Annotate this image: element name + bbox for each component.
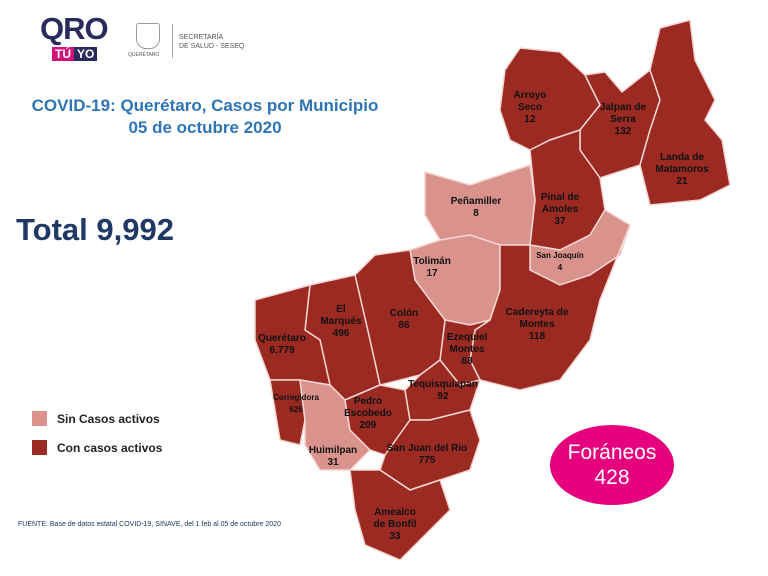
municipality-label: El Marqués 496 [320,304,361,340]
municipality-label: Landa de Matamoros 21 [655,152,708,188]
municipality-name: San Juan del Rio [386,443,468,454]
logo-yo: YO [74,47,98,61]
municipality-name: Cadereyta de [505,307,569,318]
case-count: 209 [359,420,377,431]
case-count: 775 [418,455,436,466]
case-count: 33 [389,531,401,542]
foraneos-value: 428 [594,466,630,489]
municipality-label: Ezequiel Montes 88 [447,332,488,368]
title-date: 05 de octubre 2020 [128,118,282,137]
legend-active: Con casos activos [32,440,162,455]
municipality-name: Serra [610,114,636,125]
municipality-name: El [336,304,346,315]
municipality-name: Ezequiel [446,332,488,343]
municipality-label: Colón 86 [390,308,418,332]
case-count: 626 [289,405,303,414]
legend-no-active: Sin Casos activos [32,411,160,426]
seal-text: QUERÉTARO [128,52,160,58]
municipality-name: Jalpan de [599,102,647,113]
municipality-label: Amealco de Bonfil 33 [374,507,417,543]
legend-swatch-light [32,411,47,426]
case-count: 6,779 [269,345,295,356]
case-count: 496 [332,328,350,339]
municipality-label: Cadereyta de Montes 118 [506,307,569,343]
case-count: 31 [327,457,339,468]
municipality-label: Arroyo Seco 12 [514,90,547,126]
municipality-name: Peñamiller [450,196,502,207]
case-count: 132 [614,126,632,137]
legend-label: Con casos activos [57,440,163,455]
municipality-label: Peñamiller 8 [451,196,502,220]
municipality-name: Huimilpan [308,445,358,456]
case-count: 21 [676,176,688,187]
municipality-name: Arroyo [513,90,547,101]
municipality-name: Marqués [320,316,362,327]
municipality-amealco-de-bonfil [349,469,451,561]
case-count: 12 [524,114,536,125]
tu-yo-logo: TÚ YO [52,46,98,62]
ministry-line2: DE SALUD - SESEQ [179,43,245,50]
municipality-name: Corregidora [273,393,319,402]
municipality-label: San Juan del Rio 775 [387,443,468,467]
title-line1: COVID-19: Querétaro, Casos por Municipio [31,96,379,115]
municipality-name: San Joaquín [536,251,584,260]
municipality-name: de Bonfil [373,519,417,530]
municipality-label: Pinal de Amoles 37 [541,192,579,228]
municipality-label: Querétaro 6,779 [258,333,306,357]
state-seal-icon [136,23,160,49]
municipality-name: Montes [449,344,485,355]
case-count: 8 [473,208,479,219]
municipality-name: Amoles [541,204,579,215]
municipality-name: Querétaro [258,333,306,344]
qro-logo: QRO [40,11,109,46]
municipality-name: Tolimán [413,256,451,267]
municipality-name: Pinal de [540,192,580,203]
municipality-name: Seco [518,102,542,113]
header-divider [172,24,173,58]
case-count: 17 [426,268,438,279]
municipality-name: Montes [519,319,555,330]
municipality-name: Matamoros [655,164,709,175]
page-title: COVID-19: Querétaro, Casos por Municipio… [20,95,390,139]
logo-tu: TÚ [52,47,74,61]
case-count: 86 [398,320,410,331]
source-footnote: FUENTE: Base de datos estatal COVID-19, … [18,521,281,528]
municipality-name: Pedro [353,396,383,407]
municipality-label: Corregidora 626 [273,392,319,416]
legend-label: Sin Casos activos [57,411,160,426]
ministry-name: SECRETARÍA DE SALUD - SESEQ [179,33,244,51]
case-count: 4 [557,263,563,272]
legend-swatch-dark [32,440,47,455]
municipality-label: Pedro Escobedo 209 [344,396,392,432]
total-cases: Total 9,992 [16,212,174,247]
municipality-name: Colón [389,308,419,319]
municipality-label: San Joaquín 4 [536,250,584,274]
municipality-label: Tolimán 17 [413,256,451,280]
municipality-huimilpan [299,379,372,471]
foraneos-badge: Foráneos 428 [550,425,674,505]
municipality-label: Tequisquiapan 92 [408,379,478,403]
foraneos-label: Foráneos [567,441,657,464]
municipality-label: Jalpan de Serra 132 [600,102,646,138]
ministry-line1: SECRETARÍA [179,34,224,41]
municipality-name: Escobedo [344,408,392,419]
municipality-name: Landa de [660,152,704,163]
case-count: 37 [554,216,566,227]
municipality-name: Amealco [374,507,416,518]
case-count: 88 [461,356,473,367]
case-count: 118 [528,331,546,342]
municipality-landa-de-matamoros [639,19,731,206]
municipality-name: Tequisquiapan [408,379,478,390]
municipality-label: Huimilpan 31 [309,445,357,469]
case-count: 92 [437,391,449,402]
